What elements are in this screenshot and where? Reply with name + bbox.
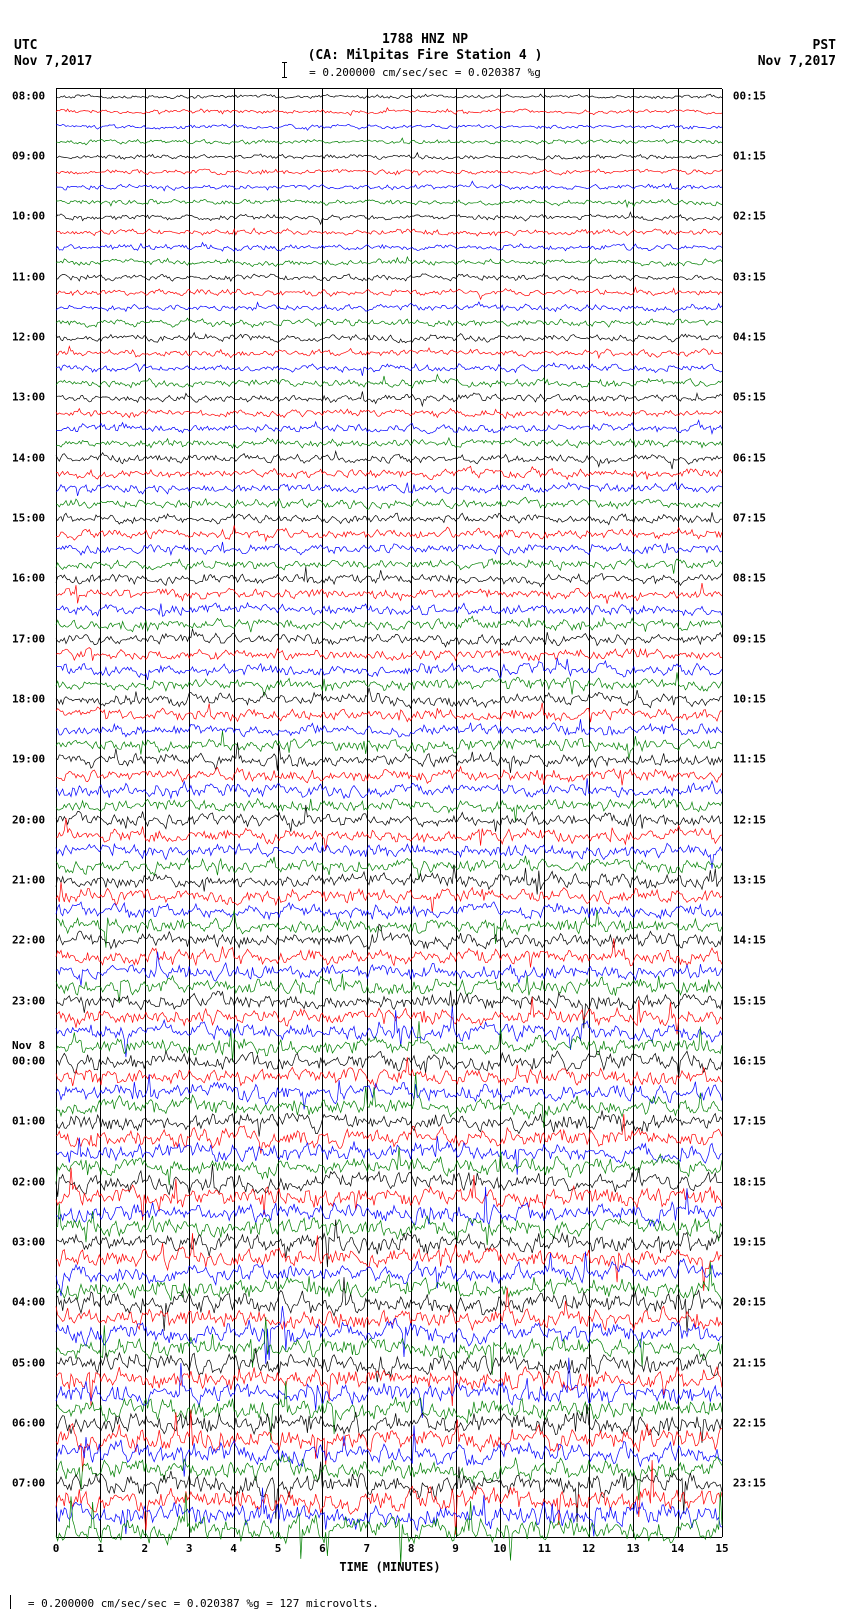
utc-time-label: 04:00 (12, 1296, 45, 1309)
xaxis-tick-label: 4 (230, 1542, 237, 1555)
xaxis-tick-label: 6 (319, 1542, 326, 1555)
xaxis-label: TIME (MINUTES) (0, 1560, 780, 1574)
utc-time-label: 14:00 (12, 451, 45, 464)
pst-time-label: 11:15 (733, 753, 766, 766)
xaxis-tick-label: 12 (582, 1542, 595, 1555)
utc-time-label: 00:00 (12, 1054, 45, 1067)
utc-time-label: 12:00 (12, 330, 45, 343)
utc-time-label: 08:00 (12, 89, 45, 102)
pst-time-label: 07:15 (733, 511, 766, 524)
xaxis-tick-label: 14 (671, 1542, 684, 1555)
xaxis-tick-label: 13 (627, 1542, 640, 1555)
pst-time-label: 17:15 (733, 1115, 766, 1128)
pst-time-label: 04:15 (733, 330, 766, 343)
pst-time-label: 19:15 (733, 1235, 766, 1248)
utc-time-label: 05:00 (12, 1356, 45, 1369)
pst-time-label: 08:15 (733, 572, 766, 585)
utc-time-label: 22:00 (12, 934, 45, 947)
utc-time-label: 20:00 (12, 813, 45, 826)
pst-time-label: 20:15 (733, 1296, 766, 1309)
station-code: 1788 HNZ NP (0, 32, 850, 47)
utc-time-label: 18:00 (12, 692, 45, 705)
utc-time-label: 16:00 (12, 572, 45, 585)
station-location: (CA: Milpitas Fire Station 4 ) (0, 48, 850, 63)
utc-time-label: 15:00 (12, 511, 45, 524)
pst-time-label: 00:15 (733, 89, 766, 102)
xaxis-tick-label: 5 (275, 1542, 282, 1555)
xaxis-tick-label: 3 (186, 1542, 193, 1555)
pst-time-label: 22:15 (733, 1416, 766, 1429)
xaxis-tick-label: 11 (538, 1542, 551, 1555)
utc-time-label: 17:00 (12, 632, 45, 645)
pst-time-label: 15:15 (733, 994, 766, 1007)
pst-time-label: 18:15 (733, 1175, 766, 1188)
xaxis-tick-label: 1 (97, 1542, 104, 1555)
xaxis-tick-label: 2 (141, 1542, 148, 1555)
utc-time-label: 07:00 (12, 1477, 45, 1490)
pst-time-label: 05:15 (733, 391, 766, 404)
scale-text: = 0.200000 cm/sec/sec = 0.020387 %g (0, 66, 850, 79)
pst-time-label: 09:15 (733, 632, 766, 645)
utc-time-label: 01:00 (12, 1115, 45, 1128)
utc-time-label: 19:00 (12, 753, 45, 766)
utc-time-label: 06:00 (12, 1416, 45, 1429)
utc-time-label: 23:00 (12, 994, 45, 1007)
pst-time-label: 10:15 (733, 692, 766, 705)
pst-time-label: 13:15 (733, 873, 766, 886)
grid-line (722, 89, 723, 1537)
utc-time-label: 02:00 (12, 1175, 45, 1188)
xaxis-tick-label: 8 (408, 1542, 415, 1555)
pst-time-label: 14:15 (733, 934, 766, 947)
footer-scale-text: = 0.200000 cm/sec/sec = 0.020387 %g = 12… (8, 1597, 379, 1610)
helicorder-plot (56, 88, 722, 1538)
utc-second-day-label: Nov 8 (12, 1039, 45, 1052)
pst-time-label: 16:15 (733, 1054, 766, 1067)
pst-time-label: 23:15 (733, 1477, 766, 1490)
pst-time-label: 12:15 (733, 813, 766, 826)
xaxis-tick-label: 0 (53, 1542, 60, 1555)
xaxis-tick-label: 9 (452, 1542, 459, 1555)
xaxis-tick-label: 15 (715, 1542, 728, 1555)
pst-time-label: 01:15 (733, 149, 766, 162)
xaxis-tick-label: 10 (493, 1542, 506, 1555)
pst-time-label: 06:15 (733, 451, 766, 464)
utc-time-label: 03:00 (12, 1235, 45, 1248)
utc-time-label: 10:00 (12, 210, 45, 223)
utc-time-label: 13:00 (12, 391, 45, 404)
seismogram-container: UTC Nov 7,2017 PST Nov 7,2017 1788 HNZ N… (0, 0, 850, 1613)
pst-time-label: 03:15 (733, 270, 766, 283)
seismic-trace (56, 89, 722, 1537)
utc-time-label: 09:00 (12, 149, 45, 162)
utc-time-label: 11:00 (12, 270, 45, 283)
pst-time-label: 21:15 (733, 1356, 766, 1369)
pst-time-label: 02:15 (733, 210, 766, 223)
utc-time-label: 21:00 (12, 873, 45, 886)
xaxis-tick-label: 7 (363, 1542, 370, 1555)
